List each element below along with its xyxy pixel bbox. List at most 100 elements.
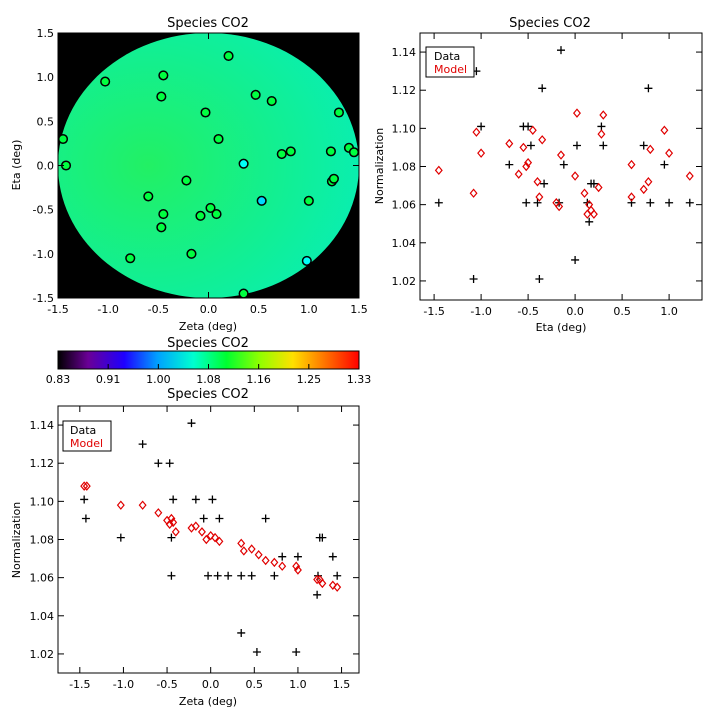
eta-legend-data: Data [434, 50, 460, 63]
map-point [301, 255, 312, 266]
x-tick-label: 0.5 [246, 678, 264, 691]
data-point [557, 46, 565, 55]
eta-plot-panel: Species CO2 -1.5 -1.0 -0.5 0.0 0.5 1.0 1.021.… [373, 16, 703, 334]
model-point [472, 127, 481, 137]
x-tick-label: 0.0 [200, 303, 218, 316]
data-point [204, 571, 213, 580]
data-point [213, 571, 222, 580]
map-point [333, 107, 344, 118]
map-point [156, 91, 167, 102]
model-point [197, 527, 206, 537]
map-point [158, 209, 169, 220]
eta-legend-box [425, 46, 475, 78]
y-tick-label: 0.0 [37, 160, 55, 173]
data-point [524, 122, 533, 131]
y-tick-label: -0.5 [33, 204, 54, 217]
model-point [639, 184, 648, 195]
x-tick-label: 0.0 [566, 305, 584, 318]
data-point [538, 84, 547, 93]
data-point [585, 217, 594, 226]
model-point [555, 201, 564, 212]
data-point [540, 179, 549, 188]
y-tick-label: 0.5 [37, 115, 55, 128]
model-point [247, 544, 256, 554]
map-point [250, 89, 261, 100]
model-point [434, 165, 443, 176]
map-point [181, 175, 192, 186]
data-point [533, 198, 542, 207]
model-point [239, 546, 248, 556]
x-tick-label: -0.5 [148, 303, 169, 316]
data-point [660, 160, 669, 169]
model-point [665, 148, 674, 158]
data-point [646, 198, 655, 207]
map-point [213, 133, 224, 145]
map-disk [58, 33, 359, 298]
map-panel: Species CO2 -1.5 -1.0 -0.5 0.0 0.5 1.0 1.5 -1.… [10, 16, 368, 333]
map-point [238, 288, 249, 298]
model-point [535, 192, 544, 202]
model-point [169, 517, 178, 528]
model-point [202, 534, 211, 545]
map-point [125, 253, 136, 264]
x-tick-label: -0.5 [517, 305, 538, 318]
x-tick-label: -1.5 [47, 303, 68, 316]
model-point [206, 530, 215, 541]
map-point [223, 50, 234, 62]
map-point [328, 173, 339, 184]
colorbar-tick-label: 1.08 [196, 373, 221, 386]
map-point [325, 146, 336, 157]
zeta-plot-panel: Species CO2 -1.5 -1.0 -0.5 0.0 0.5 1.0 1.5 1.0… [10, 387, 360, 708]
model-point [505, 138, 514, 149]
eta-x-label: Eta (deg) [536, 321, 587, 334]
y-tick-label: -1.0 [33, 248, 54, 261]
model-point [533, 177, 542, 187]
map-point [285, 146, 296, 157]
model-point [594, 182, 603, 193]
model-point [211, 532, 220, 543]
data-point [505, 160, 514, 169]
x-tick-label: -1.5 [69, 678, 90, 691]
data-point [526, 141, 535, 150]
colorbar-tick-label: 0.91 [96, 373, 121, 386]
model-point [167, 513, 176, 524]
data-point [328, 552, 337, 561]
y-tick-label: -1.5 [33, 292, 54, 305]
model-point [278, 561, 287, 571]
map-point [205, 202, 216, 213]
model-point [237, 538, 246, 549]
data-point [477, 122, 486, 131]
map-point [100, 76, 111, 87]
data-point [167, 533, 176, 542]
model-point [154, 508, 163, 518]
x-tick-label: -1.0 [97, 303, 118, 316]
zeta-plot-title: Species CO2 [167, 387, 249, 402]
eta-x-ticks: -1.5 -1.0 -0.5 0.0 0.5 1.0 [423, 33, 678, 318]
data-point [154, 459, 163, 468]
map-y-label: Eta (deg) [10, 140, 23, 191]
colorbar-tick-label: 0.83 [46, 373, 71, 386]
map-point [276, 148, 287, 160]
model-point [82, 481, 91, 491]
map-y-ticks: -1.5 -1.0 -0.5 0.0 0.5 1.0 1.5 [33, 27, 359, 305]
map-x-ticks: -1.5 -1.0 -0.5 0.0 0.5 1.0 1.5 [47, 33, 368, 316]
data-point [522, 198, 531, 207]
map-points [58, 50, 359, 298]
zeta-y-ticks: 1.02 1.04 1.06 1.08 1.10 1.12 1.14 [30, 419, 359, 661]
x-tick-label: 1.0 [300, 303, 318, 316]
x-tick-label: -0.5 [156, 678, 177, 691]
data-point [292, 648, 301, 657]
model-point [261, 555, 270, 566]
model-point [313, 574, 322, 585]
map-point [266, 95, 277, 107]
data-point [208, 495, 217, 504]
data-point [169, 495, 178, 504]
data-point [293, 552, 302, 561]
data-point [434, 198, 443, 207]
model-point [215, 536, 224, 547]
data-point [685, 198, 694, 207]
model-point [528, 125, 537, 135]
model-point [589, 209, 598, 219]
model-point [572, 108, 581, 118]
